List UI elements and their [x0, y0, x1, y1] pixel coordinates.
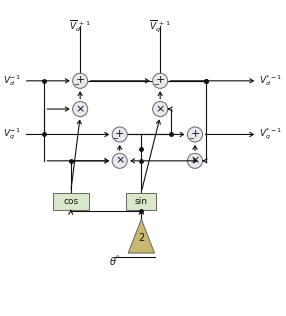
Text: +: + — [115, 129, 124, 138]
Text: ×: × — [115, 156, 124, 166]
Text: +: + — [76, 75, 85, 85]
Text: +: + — [190, 129, 200, 138]
Text: $V_d^{*-1}$: $V_d^{*-1}$ — [259, 73, 282, 88]
Text: −: − — [153, 82, 159, 88]
Circle shape — [188, 127, 202, 142]
Circle shape — [73, 73, 88, 88]
Text: $\theta^°$: $\theta^°$ — [109, 255, 121, 269]
Text: $V_d^{-1}$: $V_d^{-1}$ — [3, 73, 21, 88]
Circle shape — [112, 153, 127, 168]
Text: 2: 2 — [138, 233, 144, 243]
Text: $V_q^{-1}$: $V_q^{-1}$ — [3, 127, 21, 142]
Polygon shape — [128, 219, 154, 253]
Text: $\overline{V}_{q}^{\ +1}$: $\overline{V}_{q}^{\ +1}$ — [149, 19, 171, 35]
Circle shape — [73, 101, 88, 117]
Circle shape — [188, 153, 202, 168]
FancyBboxPatch shape — [126, 193, 156, 210]
Text: −: − — [113, 136, 118, 142]
Circle shape — [153, 101, 168, 117]
Circle shape — [112, 127, 127, 142]
Text: −: − — [73, 82, 79, 88]
Text: sin: sin — [135, 197, 148, 206]
Text: ×: × — [190, 156, 200, 166]
Text: cos: cos — [63, 197, 78, 206]
Text: $V_q^{*-1}$: $V_q^{*-1}$ — [259, 127, 282, 142]
Text: −: − — [188, 136, 194, 142]
Text: ×: × — [156, 104, 165, 114]
Text: +: + — [156, 75, 165, 85]
FancyBboxPatch shape — [53, 193, 89, 210]
Text: ×: × — [76, 104, 85, 114]
Text: $\overline{V}_{d}^{\ +1}$: $\overline{V}_{d}^{\ +1}$ — [69, 19, 91, 34]
Circle shape — [153, 73, 168, 88]
